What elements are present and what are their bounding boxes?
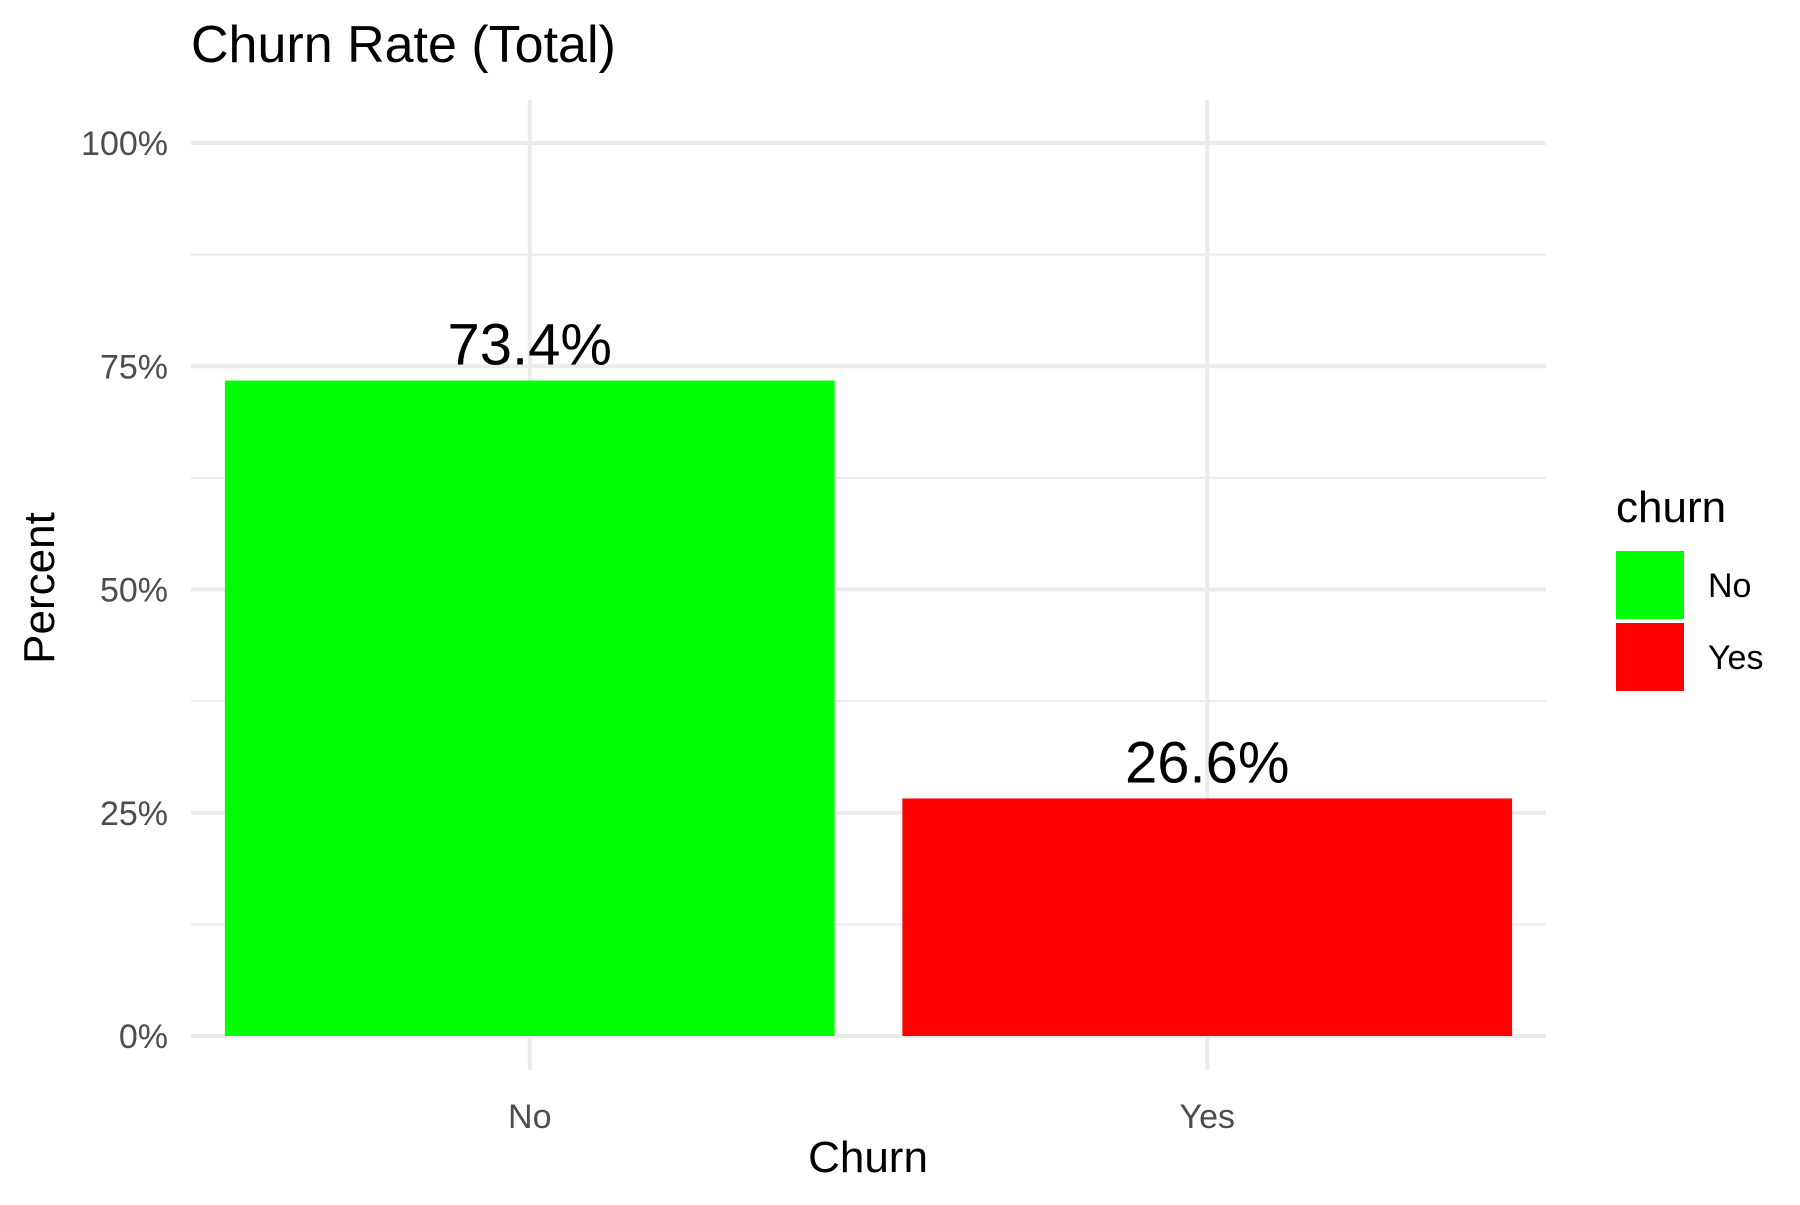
data-label-yes: 26.6% (1125, 730, 1289, 795)
bar-layer (224, 380, 1513, 1037)
y-axis-title: Percent (15, 512, 64, 664)
axis-layer: 0% 25% 50% 75% 100% No Yes (81, 125, 1235, 1136)
data-label-no: 73.4% (448, 313, 612, 378)
legend-swatch-no (1616, 551, 1684, 619)
x-tick-label-no: No (508, 1098, 551, 1136)
legend-label-no: No (1708, 567, 1751, 605)
legend: churn No Yes (1616, 483, 1763, 691)
y-tick-label: 25% (100, 795, 168, 833)
legend-swatch-yes (1616, 623, 1684, 691)
y-tick-label: 100% (81, 125, 168, 163)
y-tick-label: 75% (100, 348, 168, 386)
legend-entries: No Yes (1616, 551, 1763, 691)
x-axis-title: Churn (808, 1133, 928, 1182)
legend-label-yes: Yes (1708, 639, 1763, 677)
x-tick-label-yes: Yes (1180, 1098, 1235, 1136)
bar-no (224, 380, 835, 1037)
legend-title: churn (1616, 483, 1726, 532)
chart-title: Churn Rate (Total) (191, 16, 616, 74)
bar-yes (902, 798, 1513, 1036)
y-tick-label: 0% (119, 1018, 168, 1056)
data-label-layer: 73.4% 26.6% (448, 313, 1290, 796)
y-tick-label: 50% (100, 572, 168, 610)
